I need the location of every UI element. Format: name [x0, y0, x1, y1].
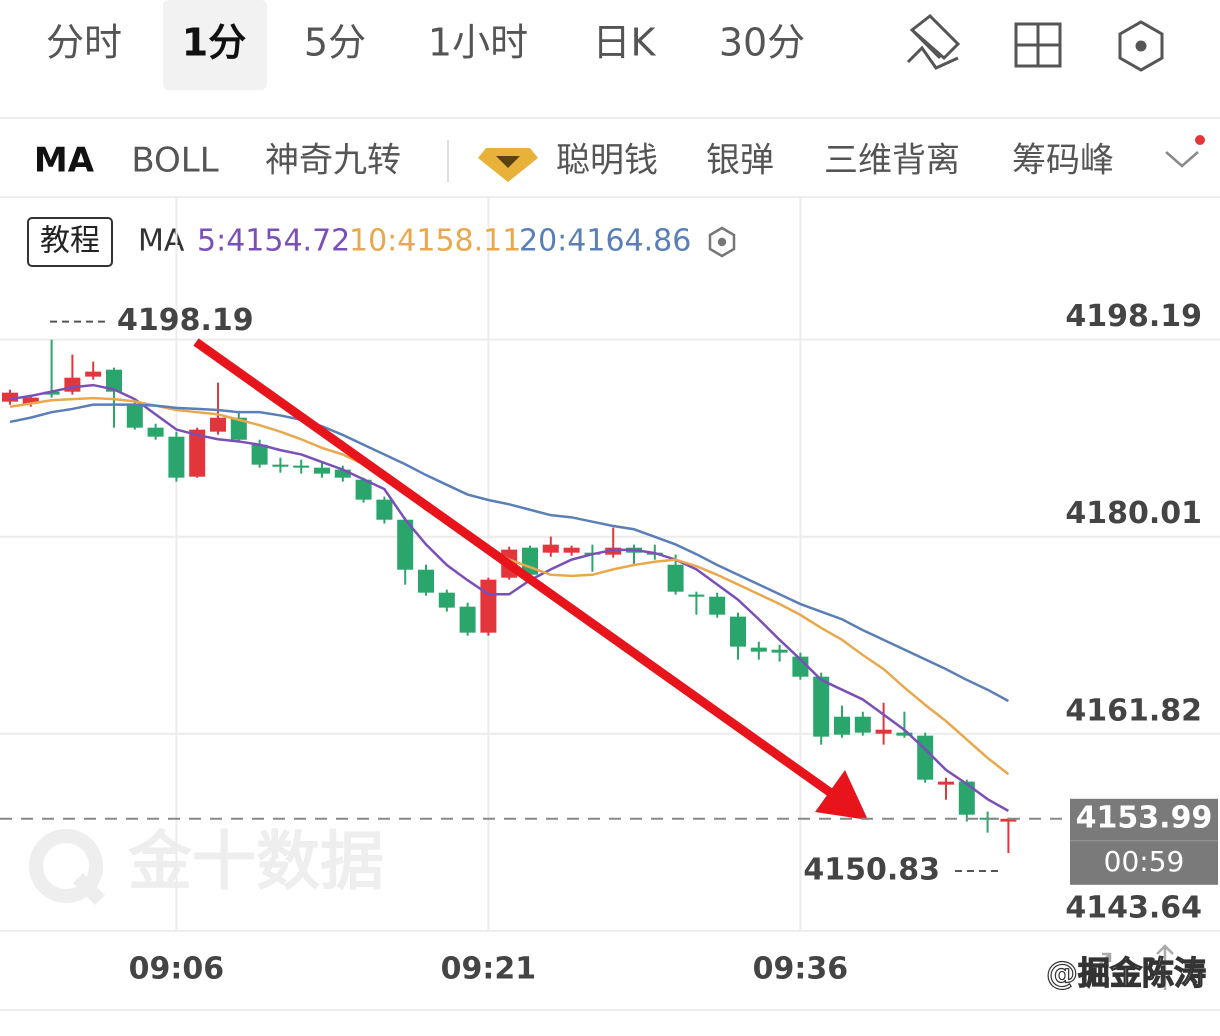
candle-body	[813, 676, 830, 737]
draw-icon[interactable]	[906, 14, 961, 70]
ma-line	[9, 403, 1009, 703]
countdown: 00:59	[1104, 845, 1185, 878]
candle-body	[85, 371, 102, 377]
candle-body	[147, 427, 164, 437]
candle-body	[1000, 818, 1017, 822]
zoom-icons[interactable]	[1097, 944, 1174, 990]
max-label: 4198.19	[117, 303, 254, 338]
candle-body	[376, 499, 393, 520]
y-tick-label: 4161.82	[1065, 693, 1202, 728]
candle-body	[730, 616, 746, 647]
trend-arrow	[193, 338, 868, 820]
tutorial-button[interactable]: 教程	[40, 224, 100, 259]
tutorial-button-bg[interactable]	[27, 217, 113, 267]
watermark-logo	[29, 829, 105, 905]
candle-body	[106, 369, 122, 392]
candle-body	[958, 781, 975, 815]
candle-body	[854, 716, 871, 733]
candle-body	[459, 606, 476, 633]
candle-body	[272, 464, 289, 467]
candle-body	[563, 547, 580, 553]
candle-body	[667, 564, 684, 592]
price-box	[1070, 798, 1218, 885]
indicator-tab[interactable]: BOLL	[131, 141, 218, 181]
indicator-tab[interactable]: 银弹	[706, 141, 774, 181]
candle-body	[480, 579, 497, 633]
candle-body	[293, 465, 310, 468]
candle-body	[688, 594, 705, 597]
tab[interactable]: 1分	[182, 21, 246, 65]
x-tick-label: 09:36	[753, 952, 849, 987]
y-tick-label: 4180.01	[1065, 496, 1202, 531]
indicator-tab[interactable]: 神奇九转	[265, 141, 401, 181]
expand-icon[interactable]	[1165, 151, 1199, 168]
candle-body	[938, 781, 954, 785]
diamond-icon	[478, 148, 538, 182]
candle-body	[2, 392, 18, 402]
candle-body	[314, 467, 330, 474]
candle-body	[438, 592, 455, 608]
candle-body	[210, 417, 226, 432]
candle-body	[355, 479, 372, 500]
notice-dot	[1195, 135, 1205, 145]
candle-body	[418, 569, 434, 593]
current-price: 4153.99	[1076, 800, 1213, 835]
candle-body	[397, 519, 414, 570]
candle-body	[22, 397, 39, 404]
legend-entry: 5:4154.72	[197, 224, 350, 259]
candle-body	[834, 716, 850, 735]
layout-icon[interactable]	[1014, 22, 1062, 68]
y-tick-label: 4143.64	[1065, 891, 1202, 926]
candle-body	[542, 544, 559, 553]
candle-body	[334, 469, 351, 478]
author-watermark: @掘金陈涛	[1046, 954, 1206, 992]
candle-body	[709, 596, 726, 615]
candle-body	[605, 547, 622, 555]
indicator-tab[interactable]: 筹码峰	[1012, 141, 1114, 181]
tab[interactable]: 分时	[46, 21, 122, 65]
candle-body	[875, 729, 892, 734]
legend-entry: 20:4164.86	[519, 224, 691, 259]
tab[interactable]: 1小时	[428, 21, 528, 65]
selected-tab-bg	[163, 0, 267, 90]
candle-body	[43, 391, 60, 395]
settings-icon[interactable]	[1118, 20, 1164, 72]
legend-entry: 10:4158.11	[349, 224, 521, 259]
candle-body	[189, 429, 206, 477]
watermark: 金十数据	[127, 826, 384, 900]
y-tick-label: 4198.19	[1065, 299, 1202, 334]
tab[interactable]: 5分	[304, 21, 366, 65]
ma-line	[9, 383, 1010, 812]
candle-body	[126, 404, 143, 428]
candle-body	[230, 417, 247, 440]
x-tick-label: 09:21	[441, 952, 537, 987]
indicator-tab[interactable]: 聪明钱	[556, 141, 658, 181]
candle-body	[917, 735, 934, 780]
x-tick-label: 09:06	[129, 952, 225, 987]
indicator-tab[interactable]: 三维背离	[824, 141, 960, 181]
indicator-tab[interactable]: MA	[34, 141, 95, 181]
legend-title: MA	[138, 224, 185, 259]
tab[interactable]: 30分	[719, 21, 805, 65]
plot: 4198.19 4180.01 4161.82 4143.64 09:06 09:21 09…	[0, 197, 1220, 987]
legend-settings-icon[interactable]	[708, 226, 736, 258]
candle-body	[896, 732, 913, 736]
candle-body	[168, 436, 185, 478]
candle-body	[251, 444, 268, 465]
candle-body	[771, 649, 788, 653]
candle-body	[750, 647, 767, 652]
tab[interactable]: 日K	[593, 21, 657, 65]
min-label: 4150.83	[803, 853, 940, 888]
